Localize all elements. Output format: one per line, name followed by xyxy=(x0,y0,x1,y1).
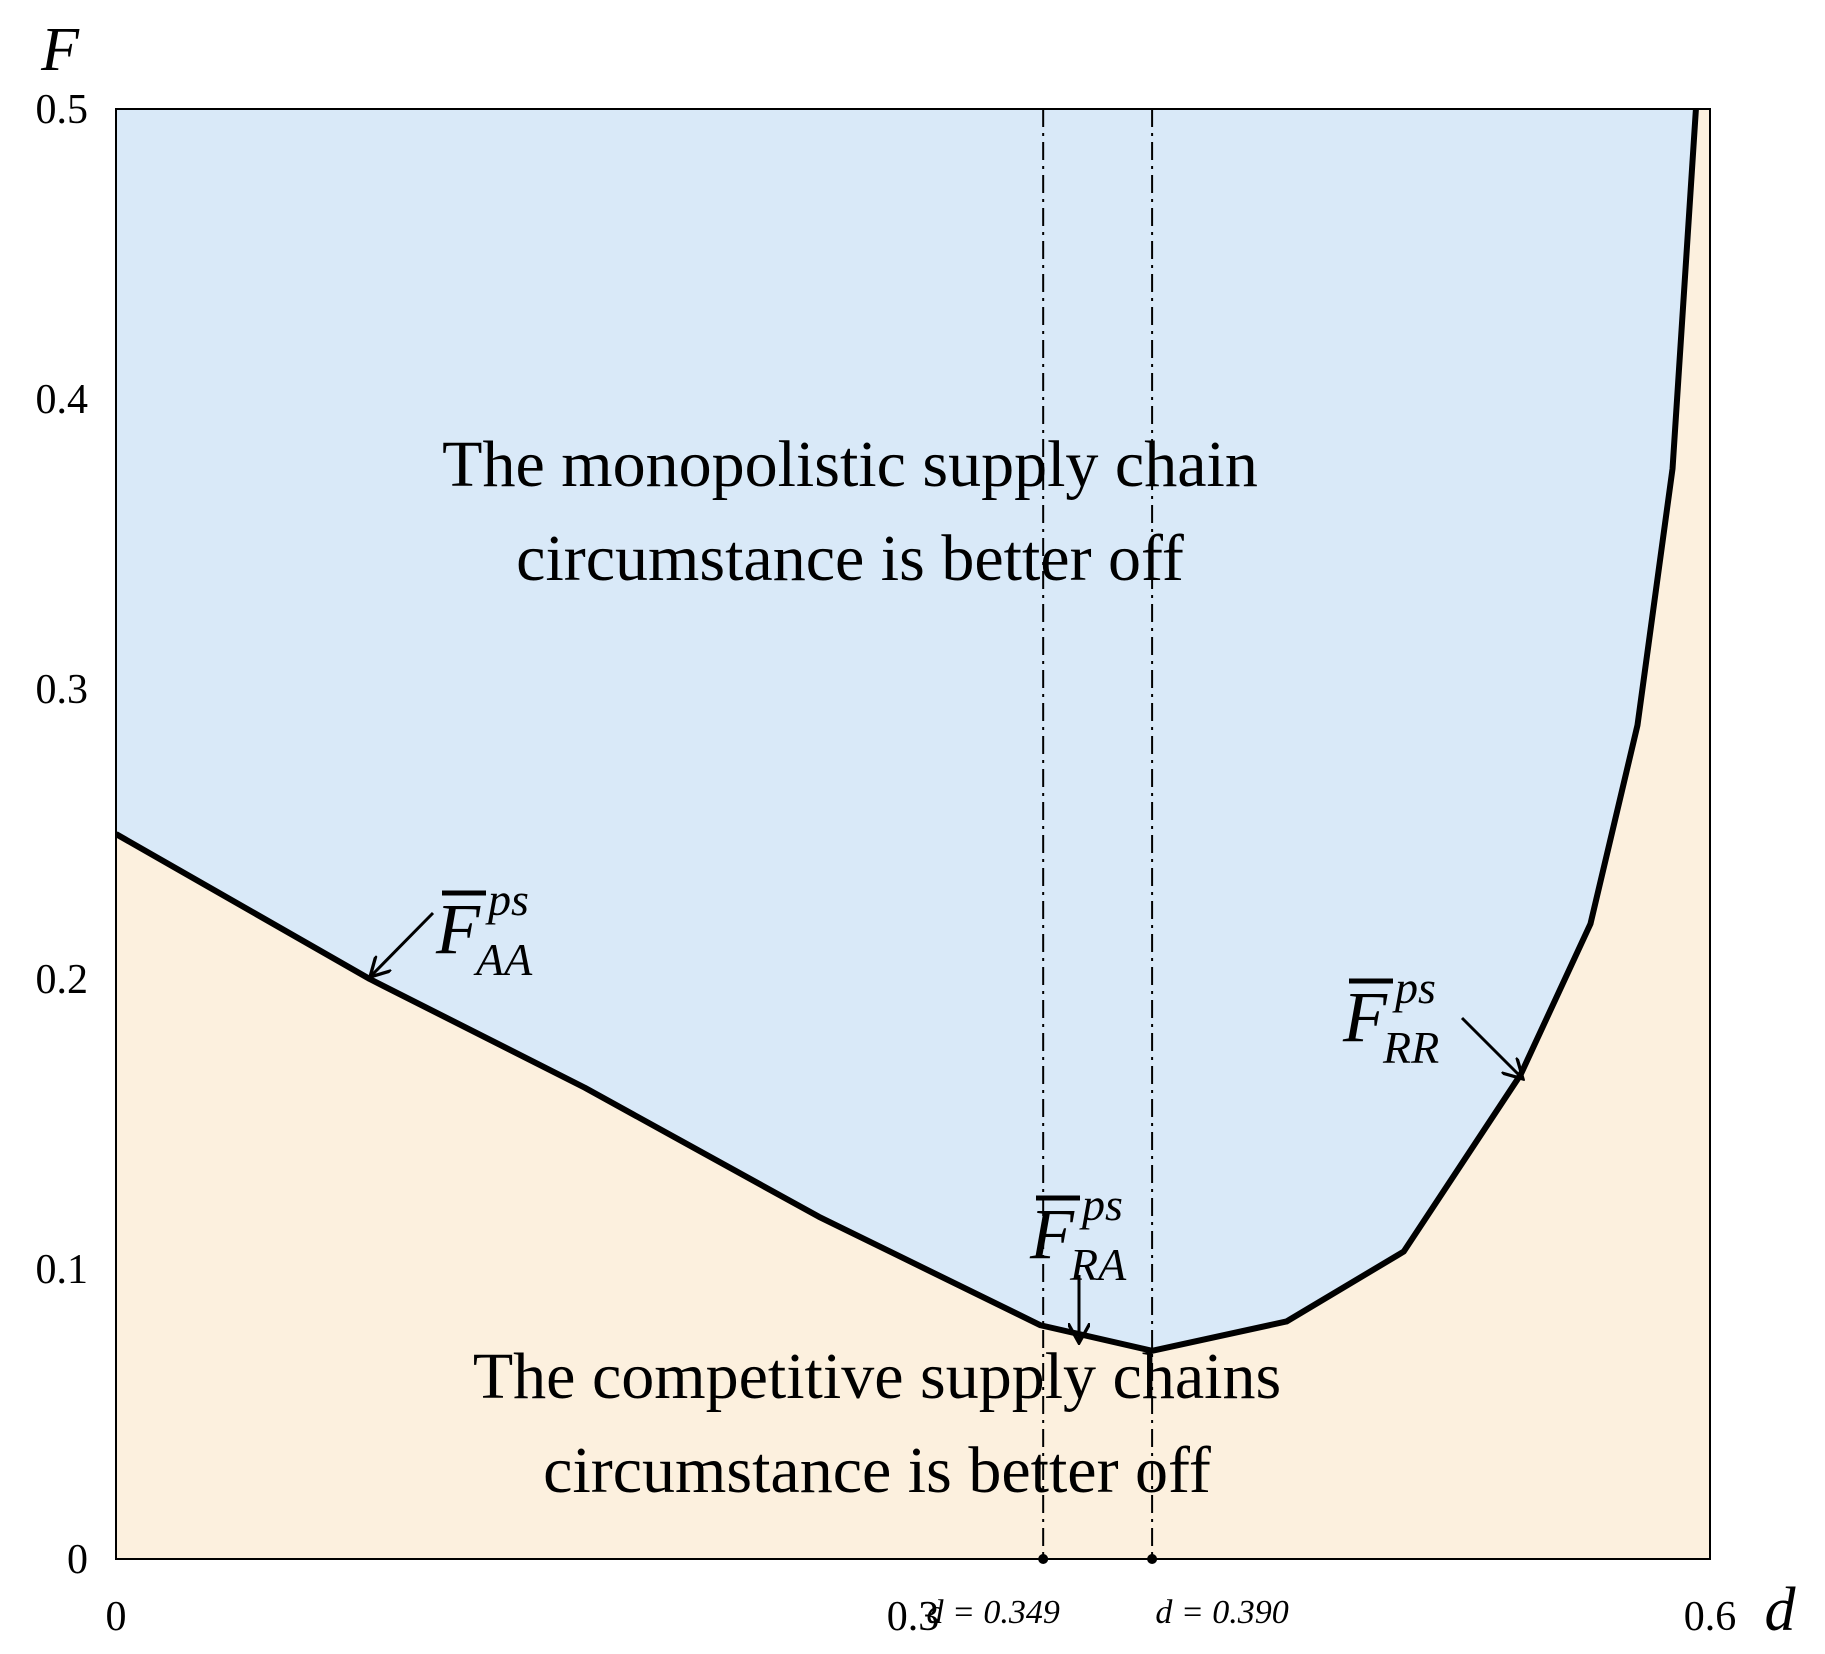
plot-area xyxy=(116,109,1710,1559)
curve-label-base: F xyxy=(1342,977,1388,1057)
curve-label-sup: ps xyxy=(485,874,529,925)
region-label: circumstance is better off xyxy=(516,522,1184,595)
reference-label: d = 0.390 xyxy=(1155,1594,1288,1631)
curve-label-sub: AA xyxy=(473,934,533,985)
curve-label-base: F xyxy=(1029,1194,1075,1274)
y-tick-label: 0.1 xyxy=(36,1247,89,1293)
y-axis-label: F xyxy=(40,16,80,84)
curve-label-sub: RR xyxy=(1382,1022,1439,1073)
reference-label: d = 0.349 xyxy=(926,1594,1059,1631)
y-tick-label: 0 xyxy=(67,1537,88,1583)
x-axis-label: d xyxy=(1765,1576,1797,1644)
overlay: d = 0.349 d = 0.390 0 0.3 0.6 0 0.1 0.2 0.3 0.4 0.… xyxy=(36,87,1737,1640)
arrow xyxy=(1460,1016,1523,1079)
x-tick-label: 0.3 xyxy=(887,1594,940,1640)
region-label: The competitive supply chains xyxy=(473,1340,1281,1413)
y-tick-label: 0.2 xyxy=(36,957,89,1003)
x-tick-label: 0.6 xyxy=(1684,1594,1737,1640)
region-label: The monopolistic supply chain xyxy=(442,428,1258,501)
y-tick-label: 0.4 xyxy=(36,377,89,423)
y-tick-label: 0.3 xyxy=(36,667,89,713)
curve-label-base: F xyxy=(435,889,481,969)
curve xyxy=(116,109,1699,1354)
curve-label-sup: ps xyxy=(1392,962,1436,1013)
arrow xyxy=(370,911,435,977)
region-above xyxy=(116,109,1696,1351)
x-tick-label: 0 xyxy=(106,1594,127,1640)
plot-frame xyxy=(115,108,1711,1560)
curve-label-sup: ps xyxy=(1079,1179,1123,1230)
region-label: circumstance is better off xyxy=(543,1434,1211,1507)
y-tick-label: 0.5 xyxy=(36,87,89,133)
